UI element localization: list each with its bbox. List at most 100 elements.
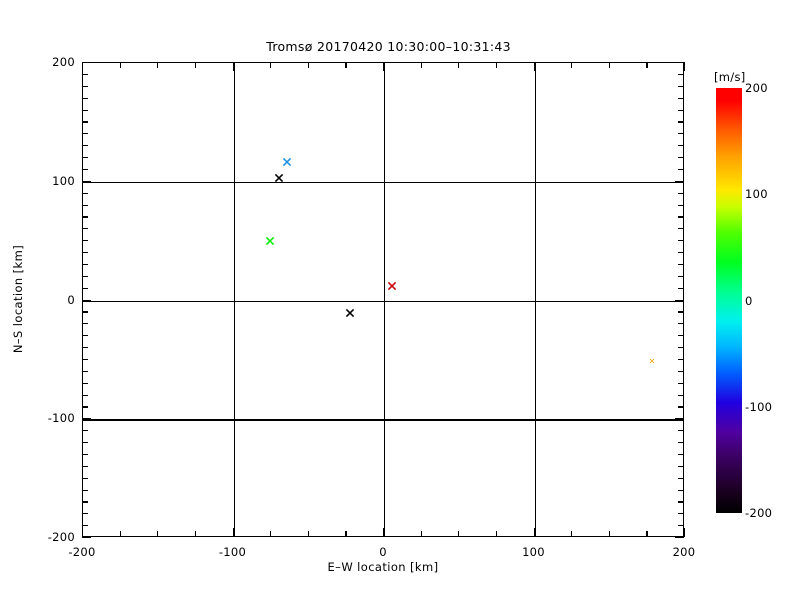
y-axis-minor-tick-right bbox=[678, 382, 684, 384]
y-axis-minor-tick-right bbox=[678, 430, 684, 432]
x-axis-minor-tick bbox=[571, 531, 573, 537]
y-axis-minor-tick-right bbox=[678, 370, 684, 372]
y-axis-minor-tick-right bbox=[678, 501, 684, 503]
y-axis-minor-tick-right bbox=[678, 228, 684, 230]
y-axis-minor-tick-right bbox=[678, 97, 684, 99]
x-axis-minor-tick bbox=[345, 531, 347, 537]
y-axis-minor-tick bbox=[82, 157, 88, 159]
y-axis-major-tick-right bbox=[675, 62, 684, 64]
x-axis-minor-tick bbox=[420, 531, 422, 537]
x-axis-major-tick-top bbox=[82, 62, 84, 71]
colorbar-tick-label: 0 bbox=[745, 293, 753, 308]
y-axis-tick-label: 0 bbox=[67, 292, 75, 307]
y-axis-minor-tick-right bbox=[678, 145, 684, 147]
x-axis-major-tick bbox=[383, 528, 385, 537]
y-axis-minor-tick-right bbox=[678, 287, 684, 289]
gridline-vertical bbox=[534, 63, 536, 536]
gridline-horizontal bbox=[83, 419, 683, 421]
x-axis-tick-label: -100 bbox=[218, 545, 247, 559]
y-axis-minor-tick bbox=[82, 453, 88, 456]
y-axis-minor-tick-right bbox=[678, 513, 684, 515]
x-axis-minor-tick-top bbox=[646, 62, 648, 68]
y-axis-minor-tick bbox=[82, 382, 88, 384]
y-axis-major-tick bbox=[82, 418, 91, 420]
y-axis-minor-tick-right bbox=[678, 465, 684, 467]
y-axis-major-tick bbox=[82, 62, 91, 64]
y-axis-minor-tick bbox=[82, 513, 88, 515]
colorbar-tick-label: -200 bbox=[745, 506, 773, 520]
x-axis-minor-tick-top bbox=[345, 62, 347, 68]
x-axis-minor-tick bbox=[119, 531, 121, 537]
y-axis-minor-tick-right bbox=[678, 335, 684, 337]
y-axis-minor-tick bbox=[82, 287, 88, 289]
gridline-horizontal bbox=[83, 181, 683, 184]
y-axis-minor-tick-right bbox=[678, 73, 684, 76]
y-axis-minor-tick-right bbox=[678, 358, 684, 361]
y-axis-minor-tick bbox=[82, 263, 88, 266]
y-axis-minor-tick bbox=[82, 121, 88, 123]
y-axis-minor-tick bbox=[82, 347, 88, 349]
y-axis-minor-tick bbox=[82, 501, 88, 503]
y-axis-minor-tick bbox=[82, 323, 88, 325]
y-axis-minor-tick bbox=[82, 525, 88, 527]
y-axis-title: N–S location [km] bbox=[11, 244, 25, 354]
x-axis-minor-tick-top bbox=[119, 62, 121, 68]
y-axis-minor-tick bbox=[82, 275, 88, 277]
y-axis-major-tick-right bbox=[675, 418, 684, 420]
colorbar-tick-label: 100 bbox=[745, 187, 768, 202]
gridline-horizontal bbox=[83, 300, 683, 302]
y-axis-major-tick bbox=[82, 180, 91, 182]
y-axis-minor-tick-right bbox=[678, 394, 684, 396]
y-axis-minor-tick bbox=[82, 358, 88, 361]
plot-area bbox=[82, 62, 684, 537]
figure-title-line1: Tromsø 20170420 10:30:00–10:31:43 bbox=[266, 38, 511, 54]
x-axis-minor-tick bbox=[608, 531, 610, 537]
x-axis-major-tick-top bbox=[383, 62, 385, 71]
x-axis-minor-tick-top bbox=[194, 62, 197, 68]
x-axis-tick-label: 100 bbox=[522, 545, 545, 559]
y-axis-minor-tick bbox=[82, 311, 88, 313]
y-axis-minor-tick bbox=[82, 477, 88, 479]
y-axis-minor-tick bbox=[82, 252, 88, 254]
x-axis-major-tick-top bbox=[533, 62, 535, 71]
x-axis-minor-tick bbox=[458, 531, 460, 537]
y-axis-minor-tick-right bbox=[678, 406, 684, 408]
y-axis-minor-tick-right bbox=[678, 157, 684, 159]
colorbar-tick-label: -100 bbox=[745, 399, 773, 414]
y-axis-tick-label: -100 bbox=[47, 411, 75, 426]
x-axis-minor-tick bbox=[270, 531, 272, 537]
y-axis-minor-tick bbox=[82, 97, 88, 99]
x-axis-minor-tick-top bbox=[270, 62, 272, 68]
y-axis-minor-tick-right bbox=[678, 192, 684, 194]
y-axis-minor-tick bbox=[82, 85, 88, 87]
y-axis-minor-tick-right bbox=[678, 168, 684, 171]
x-axis-minor-tick-top bbox=[458, 62, 460, 68]
y-axis-minor-tick bbox=[82, 442, 88, 444]
x-axis-major-tick bbox=[232, 528, 234, 537]
y-axis-minor-tick-right bbox=[678, 525, 684, 527]
y-axis-major-tick-right bbox=[675, 180, 684, 182]
x-axis-major-tick bbox=[533, 528, 535, 537]
x-axis-minor-tick bbox=[307, 531, 309, 537]
y-axis-minor-tick bbox=[82, 145, 88, 147]
y-axis-minor-tick-right bbox=[678, 216, 684, 218]
y-axis-minor-tick bbox=[82, 489, 88, 491]
y-axis-minor-tick bbox=[82, 228, 88, 230]
y-axis-minor-tick-right bbox=[678, 240, 684, 242]
y-axis-minor-tick-right bbox=[678, 133, 684, 135]
x-axis-minor-tick bbox=[157, 531, 159, 537]
y-axis-minor-tick bbox=[82, 406, 88, 408]
x-axis-minor-tick-top bbox=[571, 62, 573, 68]
y-axis-major-tick bbox=[82, 537, 91, 539]
y-axis-minor-tick bbox=[82, 133, 88, 135]
y-axis-minor-tick bbox=[82, 335, 88, 337]
x-axis-major-tick bbox=[82, 528, 84, 537]
y-axis-minor-tick-right bbox=[678, 311, 684, 313]
x-axis-minor-tick-top bbox=[608, 62, 610, 68]
y-axis-minor-tick-right bbox=[678, 252, 684, 254]
colorbar-tick-label: 200 bbox=[745, 81, 768, 95]
gridline-vertical bbox=[233, 63, 235, 536]
y-axis-minor-tick bbox=[82, 240, 88, 242]
y-axis-tick-label: -200 bbox=[47, 530, 75, 544]
